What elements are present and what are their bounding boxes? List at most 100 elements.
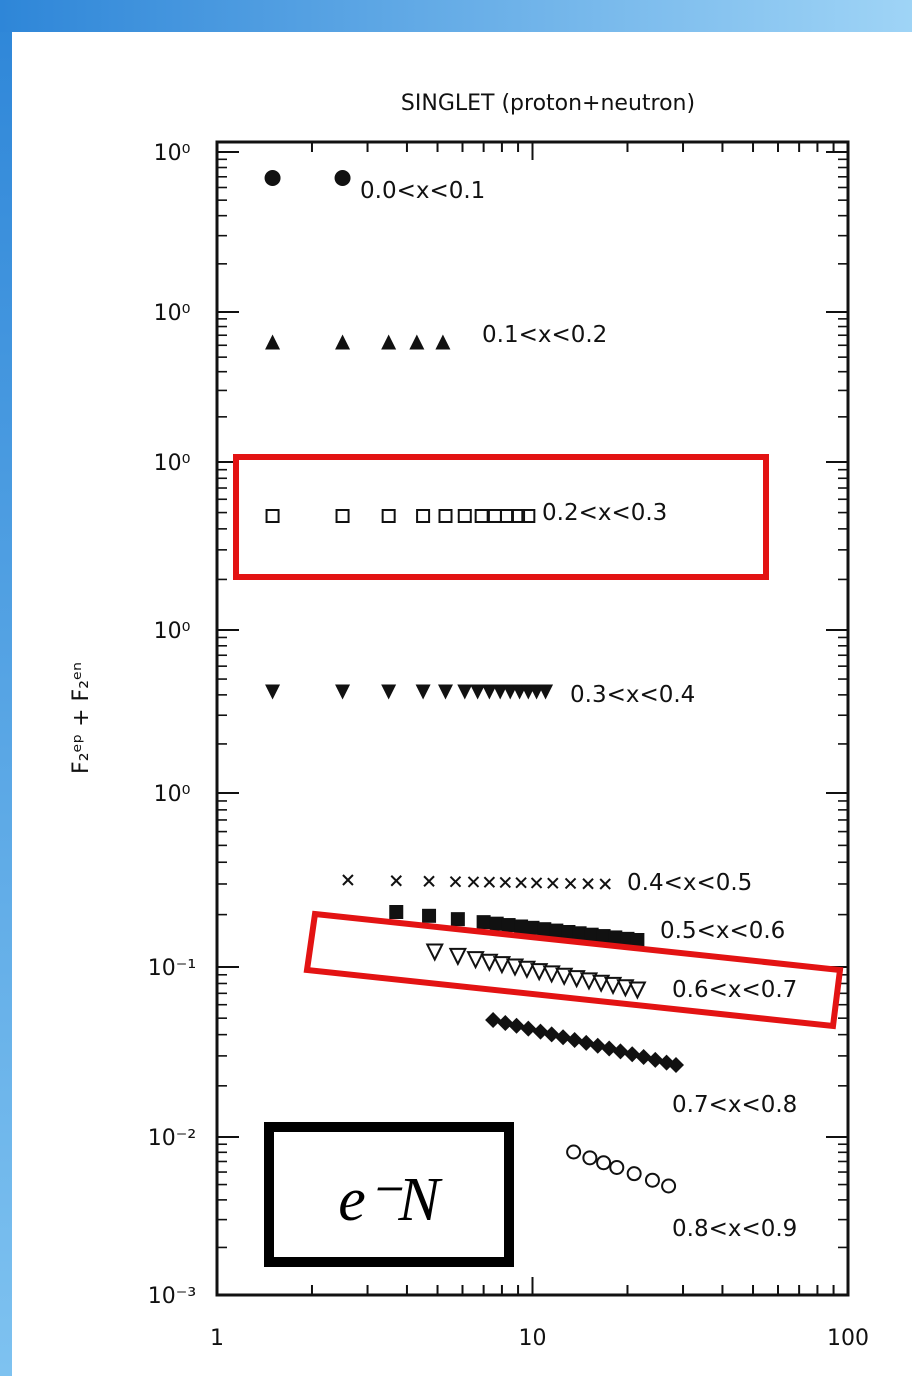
data-point: [566, 1032, 583, 1049]
data-point: [596, 929, 611, 944]
data-point: [508, 1017, 525, 1034]
data-point: [438, 684, 454, 700]
series-0.6<x<0.7: [425, 943, 647, 1000]
data-point: [616, 979, 635, 998]
data-point: [584, 927, 599, 942]
x-tick-label: 10: [519, 1326, 547, 1351]
data-point: [582, 878, 594, 890]
data-point: [537, 922, 552, 937]
data-point: [549, 923, 564, 938]
highlight-box-0.2-0.3: [233, 454, 769, 580]
data-point: [603, 976, 623, 996]
plot-frame: [215, 140, 850, 1297]
chart-title: SINGLET (proton+neutron): [401, 91, 695, 116]
data-point: [591, 974, 611, 993]
data-point: [578, 1034, 595, 1051]
y-axis-label: F₂ᵉᵖ + F₂ᵉⁿ: [69, 662, 94, 774]
data-point: [542, 965, 561, 984]
y-tick-label: 10⁻¹: [148, 956, 196, 981]
data-point: [423, 875, 435, 887]
y-tick-label: 10⁻³: [148, 1284, 196, 1309]
series-label: 0.1<x<0.2: [482, 322, 607, 348]
data-point: [517, 960, 537, 980]
data-point: [470, 684, 486, 700]
tick-labels: 10⁰ 10⁰ 10⁰ 10⁰ 10⁰ 10⁻¹ 10⁻² 10⁻³ 1 10 100: [148, 141, 869, 1351]
data-point: [492, 684, 508, 700]
data-point: [668, 1057, 685, 1073]
data-point: [538, 684, 554, 700]
data-point: [487, 509, 502, 523]
data-point: [647, 1051, 664, 1068]
data-point: [514, 919, 529, 934]
data-point: [601, 1040, 618, 1057]
series-label: 0.4<x<0.5: [627, 870, 752, 896]
data-point: [505, 958, 525, 977]
data-point: [589, 1037, 606, 1054]
data-point: [449, 875, 462, 888]
data-point: [515, 876, 527, 889]
data-point: [409, 334, 425, 350]
data-point: [567, 970, 586, 989]
data-point: [438, 509, 453, 523]
data-point: [543, 1026, 560, 1043]
series-label: 0.8<x<0.9: [672, 1216, 797, 1242]
y-tick-label: 10⁰: [154, 141, 191, 166]
data-point: [547, 877, 559, 889]
series-label: 0.3<x<0.4: [570, 682, 695, 708]
data-point: [608, 930, 623, 945]
data-point: [474, 509, 489, 523]
data-point: [381, 509, 396, 523]
data-point: [335, 334, 351, 350]
y-tick-label: 10⁰: [154, 782, 191, 807]
data-point: [644, 1172, 660, 1188]
data-point: [448, 947, 467, 967]
data-point: [661, 1178, 677, 1194]
series-label: 0.5<x<0.6: [660, 918, 785, 944]
series-0.8<x<0.9: [566, 1144, 677, 1194]
data-point: [564, 877, 577, 890]
series-0.3<x<0.4: [265, 684, 554, 700]
data-point: [628, 981, 647, 1000]
data-point: [525, 920, 540, 935]
data-point: [612, 1043, 629, 1060]
data-point: [555, 967, 574, 987]
data-point: [579, 972, 599, 991]
data-point: [389, 905, 404, 919]
y-tick-label: 10⁻²: [148, 1126, 196, 1151]
data-point: [467, 876, 480, 888]
data-series: [264, 170, 685, 1194]
data-point: [532, 1023, 549, 1040]
data-point: [624, 1046, 641, 1063]
data-point: [555, 1029, 572, 1046]
data-point: [630, 933, 645, 947]
data-point: [476, 915, 491, 930]
y-tick-label: 10⁰: [154, 301, 191, 326]
series-0.2<x<0.3: [265, 509, 536, 523]
series-0.5<x<0.6: [389, 905, 645, 947]
data-point: [381, 334, 397, 350]
series-0.4<x<0.5: [342, 874, 611, 890]
inset-label: e⁻N: [338, 1166, 443, 1234]
data-point: [381, 684, 397, 700]
inset-box: e⁻N: [264, 1122, 514, 1267]
data-point: [566, 1144, 582, 1160]
series-0.7<x<0.8: [485, 1012, 685, 1073]
data-point: [596, 1155, 612, 1171]
data-point: [492, 956, 512, 975]
data-point: [626, 1166, 642, 1182]
data-point: [483, 876, 496, 888]
data-point: [521, 509, 536, 523]
data-point: [435, 334, 451, 350]
data-point: [499, 876, 512, 889]
data-point: [520, 1020, 537, 1037]
series-0.1<x<0.2: [265, 334, 451, 350]
data-point: [450, 912, 465, 927]
series-label: 0.0<x<0.1: [360, 178, 485, 204]
series-label: 0.7<x<0.8: [672, 1092, 797, 1118]
y-tick-label: 10⁰: [154, 619, 191, 644]
series-label: 0.6<x<0.7: [672, 977, 797, 1003]
data-point: [501, 918, 516, 933]
data-point: [457, 509, 472, 523]
series-labels: 0.0<x<0.1 0.1<x<0.2 0.2<x<0.3 0.3<x<0.4 0.4<…: [360, 178, 797, 1242]
